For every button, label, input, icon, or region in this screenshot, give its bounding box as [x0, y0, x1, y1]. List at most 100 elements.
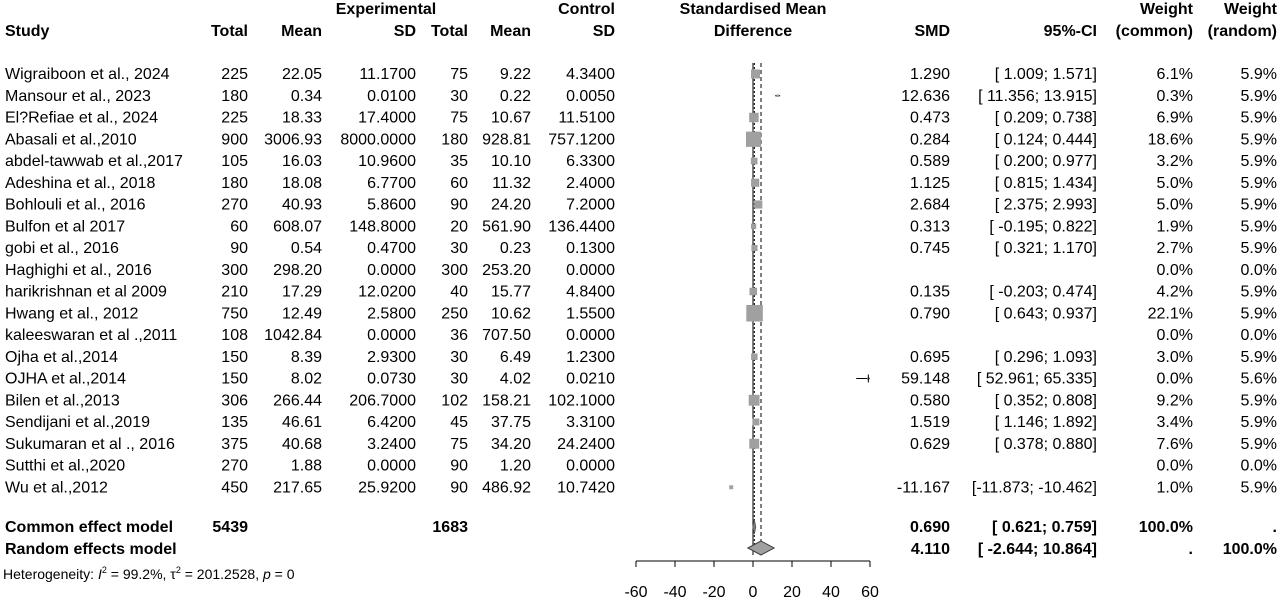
weight-random: 5.9% [1241, 197, 1277, 214]
header-plot-line1: Standardised Mean [680, 1, 827, 18]
ci-value: [ 0.296; 1.093] [995, 349, 1097, 366]
weight-random: 0.0% [1241, 327, 1277, 344]
study-square [752, 418, 760, 426]
het-tau-symbol: τ [170, 566, 176, 582]
ci-value: [ 0.815; 1.434] [995, 175, 1097, 192]
weight-random: 5.9% [1241, 392, 1277, 409]
study-row: El?Refiae et al., 2024 225 18.33 17.4000 75 1… [5, 110, 1277, 127]
ci-value: [-11.873; -10.462] [972, 479, 1097, 496]
c-mean: 10.62 [491, 305, 531, 322]
c-total: 30 [450, 349, 468, 366]
random-diamond [746, 540, 776, 556]
weight-common: 18.6% [1148, 131, 1193, 148]
study-name: El?Refiae et al., 2024 [5, 110, 158, 127]
study-name: gobi et al., 2016 [5, 240, 119, 257]
c-total: 90 [450, 458, 468, 475]
ci-value: [ 2.375; 2.993] [995, 197, 1097, 214]
study-row: Wigraiboon et al., 2024 225 22.05 11.1700 75… [5, 66, 1277, 83]
c-total: 20 [450, 218, 468, 235]
e-mean: 12.49 [282, 305, 322, 322]
study-square [749, 287, 757, 296]
c-total: 30 [450, 240, 468, 257]
c-mean: 10.10 [491, 153, 531, 170]
smd-value: 0.580 [910, 392, 950, 409]
weight-random: 5.9% [1241, 436, 1277, 453]
c-sd: 4.8400 [566, 284, 615, 301]
header-weight-random: (random) [1208, 23, 1277, 40]
het-prefix: Heterogeneity: [3, 566, 98, 582]
e-total: 135 [221, 414, 248, 431]
study-name: kaleeswaran et al .,2011 [5, 327, 177, 344]
e-total: 900 [221, 131, 248, 148]
weight-common: 0.0% [1157, 262, 1193, 279]
weight-common: 9.2% [1157, 392, 1193, 409]
ci-value: [ 0.124; 0.444] [995, 131, 1097, 148]
weight-random: 5.6% [1241, 371, 1277, 388]
e-mean: 1042.84 [264, 327, 322, 344]
smd-value: 0.589 [910, 153, 950, 170]
c-mean: 0.22 [500, 88, 531, 105]
c-sd: 3.3100 [566, 414, 615, 431]
e-mean: 18.08 [282, 175, 322, 192]
e-mean: 0.34 [291, 88, 322, 105]
e-total: 90 [230, 240, 248, 257]
study-square [751, 353, 758, 360]
e-mean: 217.65 [273, 479, 322, 496]
smd-value: 0.629 [910, 436, 950, 453]
study-name: Bohlouli et al., 2016 [5, 197, 146, 214]
x-axis-tick-label: 20 [783, 584, 801, 599]
ci-value: [ 0.643; 0.937] [995, 305, 1097, 322]
c-total: 102 [441, 392, 468, 409]
c-mean: 9.22 [500, 66, 531, 83]
c-total: 36 [450, 327, 468, 344]
smd-value: 1.290 [910, 66, 950, 83]
c-sd: 1.2300 [566, 349, 615, 366]
e-mean: 8.02 [291, 371, 322, 388]
het-p-symbol: p [262, 566, 271, 582]
study-name: Adeshina et al., 2018 [5, 175, 155, 192]
study-row: kaleeswaran et al .,2011 108 1042.84 0.0000… [5, 327, 1277, 344]
c-total: 180 [441, 131, 468, 148]
study-square [751, 178, 760, 187]
weight-common: 3.2% [1157, 153, 1193, 170]
c-sd: 136.4400 [548, 218, 615, 235]
study-row: Adeshina et al., 2018 180 18.08 6.7700 60 11.… [5, 175, 1277, 192]
header-c-sd: SD [593, 23, 615, 40]
smd-value: 0.284 [910, 131, 950, 148]
e-total: 210 [221, 284, 248, 301]
weight-random: 0.0% [1241, 262, 1277, 279]
study-row: Wu et al.,2012 450 217.65 25.9200 90 486.92 10… [5, 479, 1277, 496]
study-square [754, 200, 763, 209]
c-sd: 0.0050 [566, 88, 615, 105]
e-mean: 22.05 [282, 66, 322, 83]
header-control: Control [558, 1, 615, 18]
header-e-mean: Mean [281, 23, 322, 40]
e-total: 270 [221, 197, 248, 214]
x-axis-tick-label: 40 [822, 584, 840, 599]
e-total: 150 [221, 349, 248, 366]
weight-random: 5.9% [1241, 66, 1277, 83]
c-total: 90 [450, 479, 468, 496]
weight-random: 5.9% [1241, 131, 1277, 148]
e-sd: 2.5800 [367, 305, 416, 322]
e-mean: 16.03 [282, 153, 322, 170]
study-square [729, 485, 734, 490]
smd-value: 59.148 [901, 371, 950, 388]
e-sd: 0.0730 [367, 371, 416, 388]
het-i2-symbol: I [98, 566, 102, 582]
e-mean: 0.54 [291, 240, 322, 257]
header-c-total: Total [431, 23, 468, 40]
c-sd: 102.1000 [548, 392, 615, 409]
e-sd: 3.2400 [367, 436, 416, 453]
weight-common: 1.9% [1157, 218, 1193, 235]
weight-common: 3.0% [1157, 349, 1193, 366]
e-sd: 0.0100 [367, 88, 416, 105]
smd-value: 2.684 [910, 197, 950, 214]
weight-random: 5.9% [1241, 305, 1277, 322]
het-p-value: = 0 [271, 566, 295, 582]
study-row: OJHA et al.,2014 150 8.02 0.0730 30 4.02 0.021… [5, 371, 1277, 388]
e-total: 300 [221, 262, 248, 279]
study-name: abdel-tawwab et al.,2017 [5, 153, 183, 170]
study-square [746, 305, 763, 322]
